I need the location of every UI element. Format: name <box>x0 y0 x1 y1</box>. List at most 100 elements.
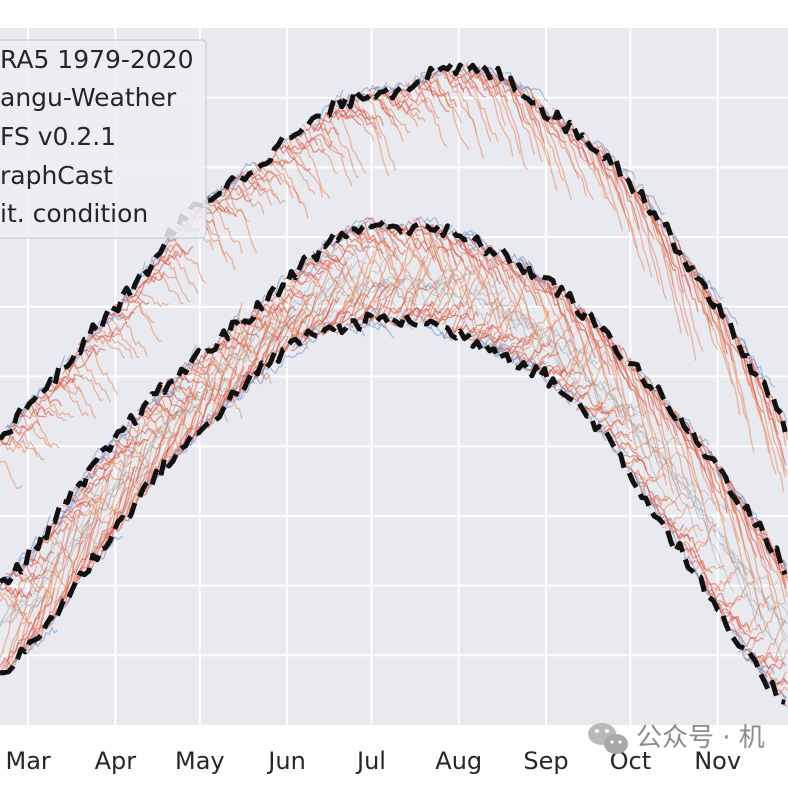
gfs-trace-456 <box>314 89 344 127</box>
pangu-weather-trace-445 <box>295 264 331 340</box>
pangu-weather-trace-199 <box>54 518 89 539</box>
pangu-weather-trace-913 <box>756 521 786 603</box>
graphcast-trace-689 <box>532 363 567 377</box>
pangu-weather-trace-245 <box>98 459 133 470</box>
graphcast-trace-685 <box>532 96 567 143</box>
graphcast-trace-251 <box>107 302 143 318</box>
wechat-icon <box>588 723 628 754</box>
legend-entry-init-condition: it. condition <box>0 199 148 228</box>
graphcast-trace-602 <box>451 323 486 334</box>
pangu-weather-trace-806 <box>654 220 690 337</box>
graphcast-trace-496 <box>349 227 384 255</box>
pangu-weather-trace-448 <box>302 123 338 175</box>
pangu-weather-trace-574 <box>419 273 455 323</box>
x-tick-label-mar: Mar <box>6 747 51 775</box>
pangu-weather-trace-226 <box>83 342 119 395</box>
gfs-trace-516 <box>365 318 395 339</box>
graphcast-trace-885 <box>729 629 764 647</box>
pangu-weather-trace-242 <box>97 325 133 360</box>
init-condition-trace-94 <box>570 352 611 417</box>
pangu-weather-trace-723 <box>566 339 601 397</box>
pangu-weather-trace-148 <box>2 578 38 633</box>
pangu-weather-trace-911 <box>756 371 786 477</box>
init-condition-trace-121 <box>737 560 778 587</box>
gfs-trace-405 <box>255 357 285 376</box>
pangu-weather-trace-369 <box>222 189 258 254</box>
pangu-weather-trace-758 <box>602 336 638 451</box>
gfs-trace-669 <box>518 81 549 102</box>
init-condition-trace-54 <box>322 271 363 298</box>
series-lines <box>0 61 788 705</box>
pangu-weather-trace-359 <box>207 302 243 427</box>
x-tick-labels: Mar Apr May Jun Jul Aug Sep Oct Nov <box>6 747 742 775</box>
legend-box <box>0 39 207 239</box>
pangu-weather-trace-664 <box>507 328 543 357</box>
pangu-weather-trace-231 <box>83 443 119 575</box>
pangu-weather-trace-788 <box>632 469 667 483</box>
pangu-weather-trace-695 <box>536 325 572 371</box>
gfs-trace-247 <box>101 433 132 463</box>
pangu-weather-trace-684 <box>529 91 565 182</box>
init-condition-trace-112 <box>681 478 723 570</box>
pangu-weather-trace-601 <box>449 259 485 331</box>
init-condition-trace-87 <box>527 322 568 346</box>
graphcast-trace-415 <box>268 289 304 303</box>
init-condition-trace-25 <box>143 397 184 452</box>
graphcast-trace-655 <box>502 253 538 306</box>
graphcast-trace-302 <box>159 243 194 259</box>
graphcast-trace-840 <box>685 560 721 592</box>
graphcast-trace-761 <box>605 428 641 461</box>
graphcast-trace-294 <box>151 249 187 267</box>
pangu-weather-trace-406 <box>259 164 294 199</box>
pangu-weather-trace-581 <box>427 257 463 321</box>
pangu-weather-trace-303 <box>156 393 191 433</box>
graphcast-trace-337 <box>188 378 223 440</box>
graphcast-trace-640 <box>488 335 523 351</box>
pangu-weather-trace-207 <box>61 504 97 519</box>
pangu-weather-trace-639 <box>485 297 521 350</box>
graphcast-trace-703 <box>546 365 582 376</box>
pangu-weather-trace-145 <box>2 432 38 458</box>
era5-line-lower <box>0 311 786 705</box>
pangu-weather-trace-780 <box>624 448 660 468</box>
graphcast-trace-399 <box>253 159 289 173</box>
graphcast-trace-158 <box>12 565 48 579</box>
pangu-weather-trace-849 <box>698 277 733 385</box>
pangu-weather-trace-250 <box>105 318 140 358</box>
pangu-weather-trace-316 <box>171 230 206 284</box>
init-condition-trace-118 <box>719 543 760 616</box>
graphcast-trace-501 <box>356 93 391 117</box>
x-tick-label-may: May <box>175 747 225 775</box>
pangu-weather-trace-766 <box>610 422 646 443</box>
pangu-weather-trace-817 <box>661 499 697 529</box>
ensemble-traces <box>0 62 788 707</box>
graphcast-trace-409 <box>261 303 297 314</box>
init-condition-trace-117 <box>712 528 754 579</box>
pangu-weather-trace-603 <box>456 66 492 142</box>
pangu-weather-trace-627 <box>478 65 514 157</box>
init-condition-trace-124 <box>756 587 788 606</box>
graphcast-trace-492 <box>341 285 377 324</box>
init-condition-trace-77 <box>465 288 506 297</box>
init-condition-trace-114 <box>694 494 735 593</box>
pangu-weather-trace-667 <box>515 84 550 166</box>
pangu-weather-trace-454 <box>310 124 346 159</box>
pangu-weather-trace-287 <box>141 408 177 421</box>
pangu-weather-trace-183 <box>39 395 74 418</box>
x-tick-label-nov: Nov <box>694 747 741 775</box>
init-condition-trace-51 <box>304 267 345 309</box>
graphcast-trace-510 <box>363 93 399 128</box>
graphcast-trace-268 <box>122 428 158 439</box>
init-condition-trace-19 <box>106 421 147 497</box>
graphcast-trace-823 <box>670 406 706 472</box>
pangu-weather-trace-204 <box>61 370 97 420</box>
graphcast-trace-441 <box>298 131 333 149</box>
pangu-weather-trace-290 <box>141 389 177 492</box>
pangu-weather-trace-130 <box>0 459 23 490</box>
pangu-weather-trace-808 <box>654 393 690 487</box>
pangu-weather-trace-426 <box>281 137 316 195</box>
x-tick-label-jul: Jul <box>355 747 386 775</box>
pangu-weather-trace-904 <box>749 364 785 492</box>
graphcast-trace-240 <box>92 487 128 559</box>
pangu-weather-trace-442 <box>295 270 331 305</box>
